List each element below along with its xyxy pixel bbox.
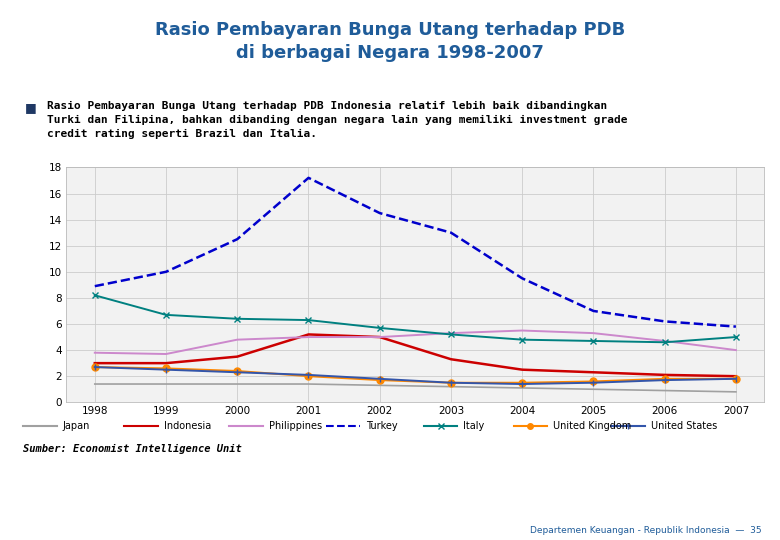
Text: Rasio Pembayaran Bunga Utang terhadap PDB
di berbagai Negara 1998-2007: Rasio Pembayaran Bunga Utang terhadap PD… (155, 21, 625, 62)
Text: United Kingdom: United Kingdom (553, 421, 632, 430)
Text: Italy: Italy (463, 421, 484, 430)
Text: ■: ■ (25, 101, 37, 114)
Text: Sumber: Economist Intelligence Unit: Sumber: Economist Intelligence Unit (23, 444, 242, 454)
Text: Indonesia: Indonesia (164, 421, 211, 430)
Text: Philippines: Philippines (268, 421, 322, 430)
Text: Japan: Japan (62, 421, 90, 430)
Text: Rasio Pembayaran Bunga Utang terhadap PDB Indonesia relatif lebih baik dibanding: Rasio Pembayaran Bunga Utang terhadap PD… (47, 101, 628, 139)
Text: United States: United States (651, 421, 717, 430)
Text: Turkey: Turkey (366, 421, 398, 430)
Text: Departemen Keuangan - Republik Indonesia  —  35: Departemen Keuangan - Republik Indonesia… (530, 526, 762, 535)
